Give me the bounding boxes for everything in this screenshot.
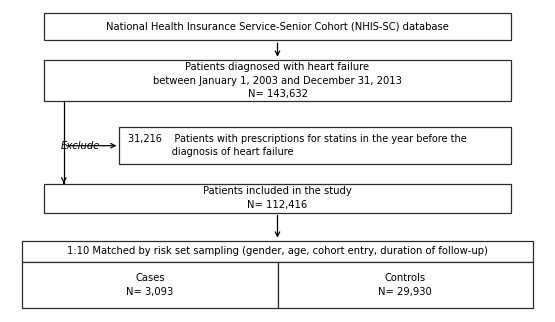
Text: Controls
N= 29,930: Controls N= 29,930 xyxy=(379,273,432,297)
FancyBboxPatch shape xyxy=(44,60,511,101)
FancyBboxPatch shape xyxy=(22,262,278,308)
Text: Patients included in the study
N= 112,416: Patients included in the study N= 112,41… xyxy=(203,186,352,210)
FancyBboxPatch shape xyxy=(278,262,533,308)
FancyBboxPatch shape xyxy=(22,241,533,262)
Text: Exclude: Exclude xyxy=(61,140,100,151)
Text: Cases
N= 3,093: Cases N= 3,093 xyxy=(126,273,174,297)
Text: 31,216    Patients with prescriptions for statins in the year before the
       : 31,216 Patients with prescriptions for s… xyxy=(128,134,466,157)
Text: Patients diagnosed with heart failure
between January 1, 2003 and December 31, 2: Patients diagnosed with heart failure be… xyxy=(153,62,402,99)
Text: National Health Insurance Service-Senior Cohort (NHIS-SC) database: National Health Insurance Service-Senior… xyxy=(106,22,449,32)
FancyBboxPatch shape xyxy=(44,184,511,213)
FancyBboxPatch shape xyxy=(44,13,511,40)
Text: 1:10 Matched by risk set sampling (gender, age, cohort entry, duration of follow: 1:10 Matched by risk set sampling (gende… xyxy=(67,246,488,257)
FancyBboxPatch shape xyxy=(119,127,511,164)
